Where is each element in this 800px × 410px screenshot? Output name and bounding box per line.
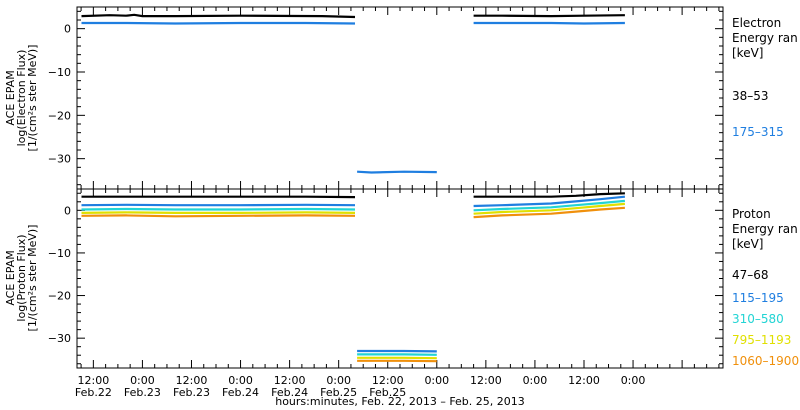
proton-ylabel-line-2: log(Proton Flux) (15, 234, 28, 321)
electron-ylabel-line-2: log(Electron Flux) (15, 50, 28, 147)
proton-series-line-4 (81, 202, 625, 360)
xtick-time-label: 12:00 (470, 374, 502, 387)
proton-series-line-3 (81, 199, 625, 356)
proton-legend-series-4: 795–1193 (732, 333, 791, 347)
proton-legend-series-3: 310–580 (732, 312, 784, 326)
proton-legend-series-2: 115–195 (732, 291, 784, 305)
proton-ylabel-line-1: ACE EPAM (4, 250, 17, 305)
proton-legend-title-1: Proton (732, 207, 771, 221)
electron-series-line-1 (81, 13, 625, 19)
xtick-time-label: 12:00 (274, 374, 306, 387)
electron-ytick-label: −30 (48, 153, 71, 166)
proton-series-line-2 (81, 195, 626, 353)
electron-panel-frame (76, 6, 724, 190)
xtick-time-label: 0:00 (326, 374, 351, 387)
xtick-time-label: 0:00 (523, 374, 548, 387)
proton-legend-series-1: 47–68 (732, 268, 769, 282)
proton-ytick-label: −30 (48, 332, 71, 345)
xtick-time-label: 12:00 (372, 374, 404, 387)
xtick-time-label: 12:00 (176, 374, 208, 387)
xtick-date-label: Feb.23 (173, 386, 210, 399)
xtick-date-label: Feb.24 (222, 386, 259, 399)
electron-legend-title-2: Energy ran (732, 31, 798, 45)
electron-legend-series-1: 38–53 (732, 89, 769, 103)
proton-ytick-label: 0 (64, 204, 71, 217)
proton-ylabel-line-3: [1/(cm²s ster MeV)] (26, 225, 39, 332)
x-axis-labels: 12:00Feb.220:00Feb.2312:00Feb.230:00Feb.… (75, 374, 646, 399)
proton-legend-title-3: [keV] (732, 237, 763, 251)
electron-legend-title-1: Electron (732, 16, 781, 30)
xtick-date-label: Feb.23 (124, 386, 161, 399)
electron-legend-title-3: [keV] (732, 46, 763, 60)
xtick-time-label: 0:00 (424, 374, 449, 387)
proton-series-line-1 (81, 192, 625, 199)
x-axis-title: hours:minutes, Feb. 22, 2013 – Feb. 25, … (275, 395, 525, 408)
electron-legend-series-2: 175–315 (732, 125, 784, 139)
xtick-time-label: 0:00 (621, 374, 646, 387)
xtick-time-label: 12:00 (568, 374, 600, 387)
xtick-date-label: Feb.24 (271, 386, 308, 399)
proton-legend-series-5: 1060–1900 (732, 354, 799, 368)
xtick-date-label: Feb.25 (320, 386, 357, 399)
xtick-time-label: 12:00 (78, 374, 110, 387)
electron-ytick-label: −20 (48, 109, 71, 122)
electron-ylabel-line-1: ACE EPAM (4, 70, 17, 125)
xtick-date-label: Feb.22 (75, 386, 112, 399)
data-series (81, 13, 626, 363)
electron-ytick-label: −10 (48, 66, 71, 79)
xtick-time-label: 0:00 (228, 374, 253, 387)
proton-ytick-label: −10 (48, 247, 71, 260)
xtick-date-label: Feb.25 (369, 386, 406, 399)
electron-ytick-label: 0 (64, 23, 71, 36)
xtick-time-label: 0:00 (130, 374, 155, 387)
proton-series-line-5 (81, 206, 625, 363)
axis-ticks (77, 7, 723, 368)
proton-legend-title-2: Energy ran (732, 222, 798, 236)
proton-ytick-label: −20 (48, 290, 71, 303)
electron-series-line-2 (81, 21, 625, 174)
electron-ylabel-line-3: [1/(cm²s ster MeV)] (26, 45, 39, 152)
